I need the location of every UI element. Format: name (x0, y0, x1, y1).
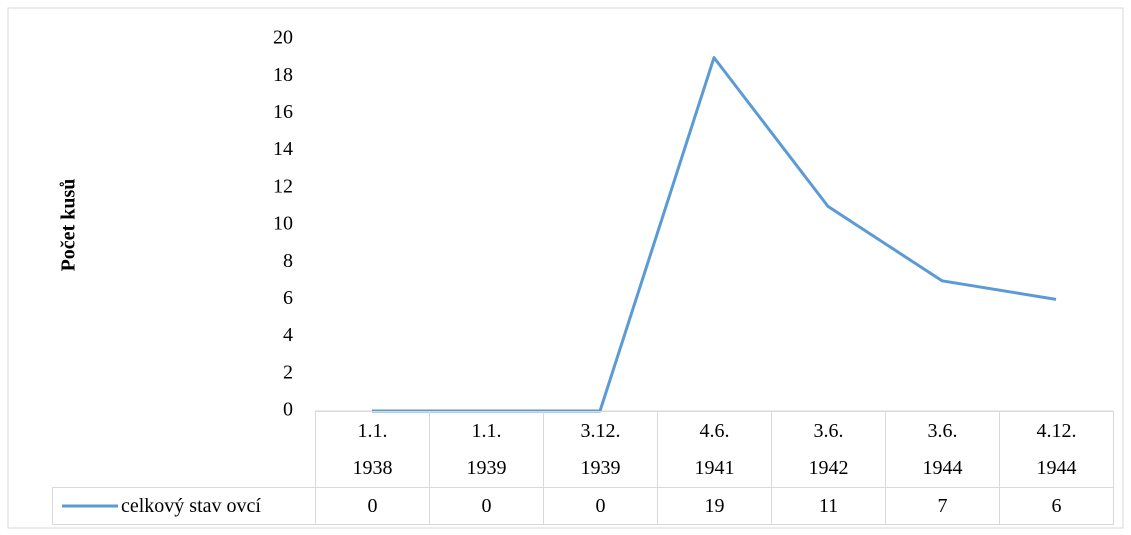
value-cell-text: 0 (595, 494, 606, 517)
value-cell: 19 (657, 487, 772, 525)
y-tick-label: 16 (273, 101, 293, 123)
value-cell: 11 (771, 487, 886, 525)
value-cell-text: 6 (1051, 494, 1062, 517)
value-cell-text: 11 (818, 494, 839, 517)
y-tick-label: 8 (283, 250, 293, 272)
y-tick-label: 2 (283, 361, 293, 383)
line-series (372, 56, 1057, 413)
x-tick-label: 1.1. 1938 (315, 411, 430, 488)
value-cell: 0 (429, 487, 544, 525)
x-tick-label-text: 3.12. 1939 (580, 419, 621, 479)
value-cell-text: 0 (367, 494, 378, 517)
x-tick-label-text: 4.6. 1941 (694, 419, 735, 479)
legend-cell: celkový stav ovcí (52, 487, 316, 525)
value-cell-text: 19 (704, 494, 725, 517)
x-tick-label-text: 3.6. 1942 (808, 419, 849, 479)
x-tick-label: 3.6. 1942 (771, 411, 886, 488)
x-tick-label-text: 4.12. 1944 (1036, 419, 1077, 479)
y-tick-label: 0 (283, 399, 293, 421)
value-cell-text: 7 (937, 494, 948, 517)
y-tick-label: 4 (283, 324, 293, 346)
x-tick-label: 3.12. 1939 (543, 411, 658, 488)
x-tick-label: 3.6. 1944 (885, 411, 1000, 488)
value-cell: 0 (315, 487, 430, 525)
legend-cell-text: celkový stav ovcí (121, 494, 261, 517)
y-tick-label: 18 (273, 64, 293, 86)
y-axis-label: Počet kusů (58, 179, 80, 272)
x-tick-label-text: 1.1. 1938 (352, 419, 393, 479)
y-tick-label: 10 (273, 213, 293, 235)
x-tick-label: 4.6. 1941 (657, 411, 772, 488)
y-tick-label: 14 (273, 138, 293, 160)
x-tick-label-text: 1.1. 1939 (466, 419, 507, 479)
x-tick-label-text: 3.6. 1944 (922, 419, 963, 479)
y-tick-label: 12 (273, 175, 293, 197)
value-cell-text: 0 (481, 494, 492, 517)
value-cell: 7 (885, 487, 1000, 525)
value-cell: 6 (999, 487, 1114, 525)
chart-border (7, 7, 1124, 529)
y-tick-label: 20 (273, 27, 293, 49)
value-cell: 0 (543, 487, 658, 525)
x-tick-label: 1.1. 1939 (429, 411, 544, 488)
y-tick-label: 6 (283, 287, 293, 309)
x-tick-label: 4.12. 1944 (999, 411, 1114, 488)
